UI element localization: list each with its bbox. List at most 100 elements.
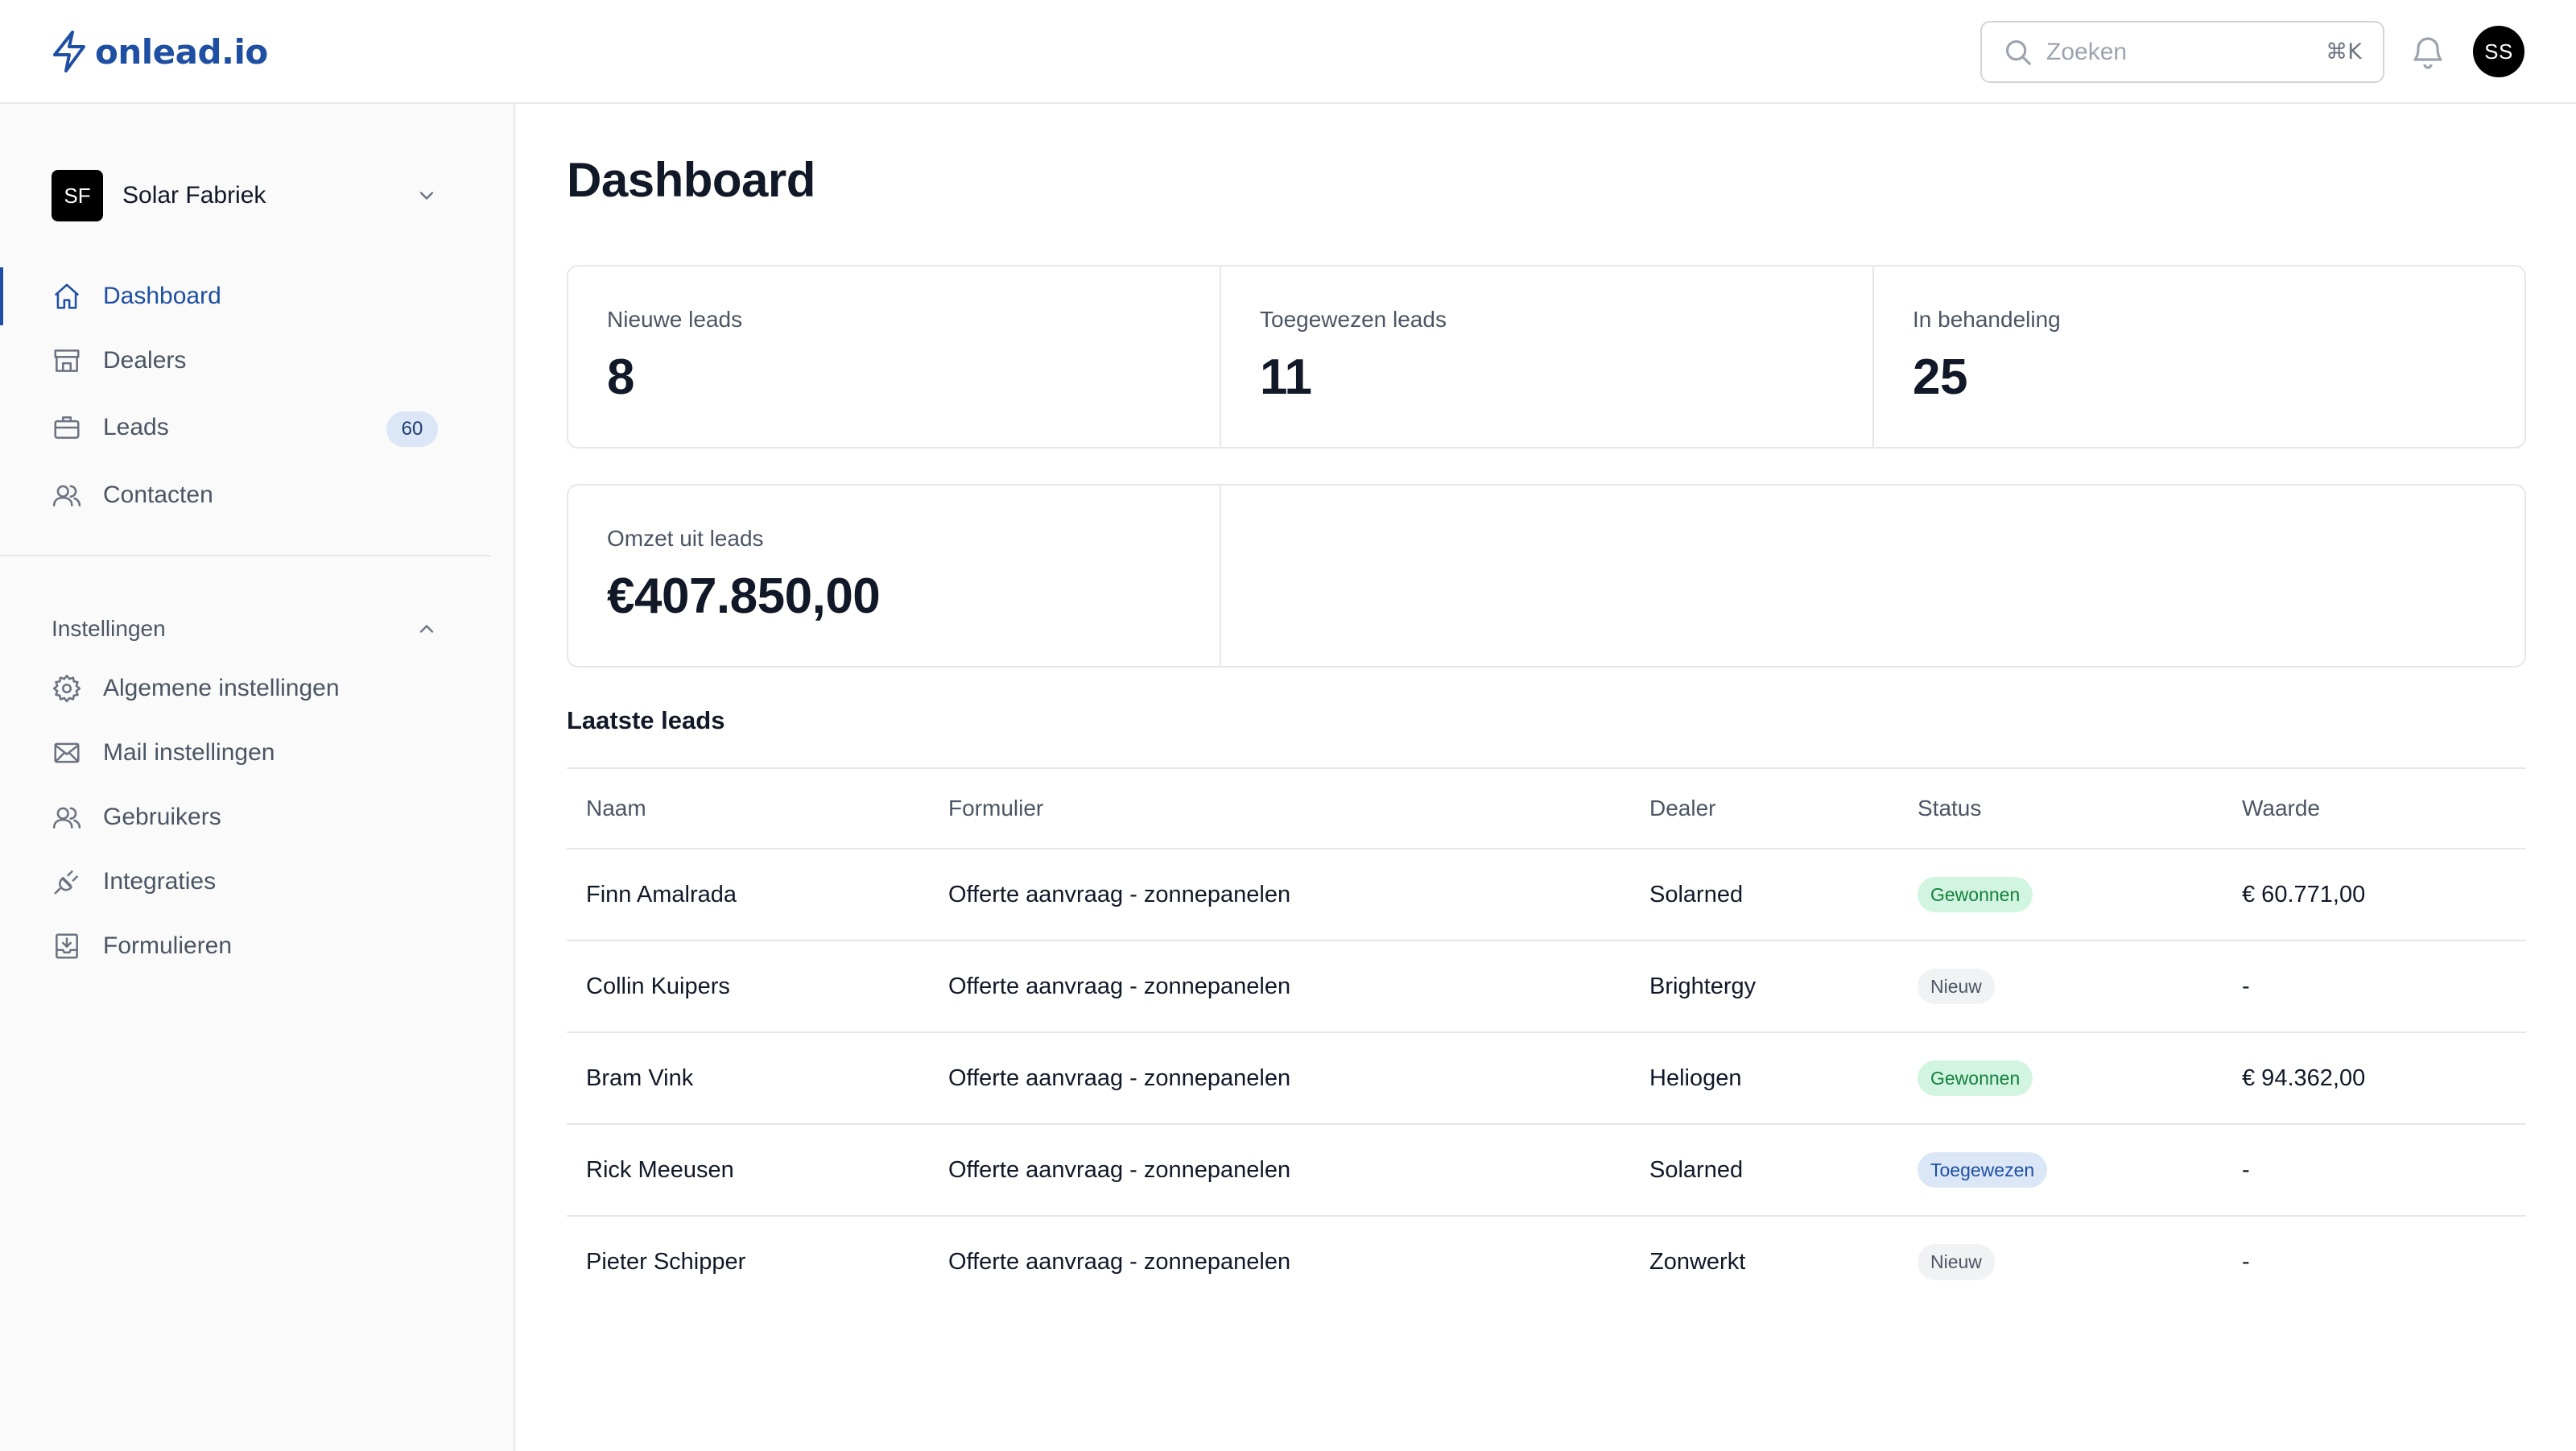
table-row[interactable]: Bram Vink Offerte aanvraag - zonnepanele… [567, 1032, 2526, 1125]
briefcase-icon [54, 416, 80, 439]
column-header-waarde[interactable]: Waarde [2223, 767, 2526, 850]
stat-card-new-leads: Nieuwe leads 8 [568, 267, 1221, 447]
sidebar: SF Solar Fabriek Dashboard Dealers Leads… [0, 104, 515, 1451]
sidebar-item-formulieren[interactable]: Formulieren [0, 917, 491, 975]
lead-value: € 60.771,00 [2223, 849, 2526, 941]
chevron-up-icon [419, 624, 434, 633]
settings-section-toggle[interactable]: Instellingen [52, 603, 438, 655]
org-badge: SF [52, 170, 103, 221]
column-header-dealer[interactable]: Dealer [1630, 767, 1898, 850]
logo-text: onlead.io [95, 31, 268, 72]
gear-icon [52, 674, 81, 703]
latest-leads-title: Laatste leads [567, 706, 725, 734]
status-badge: Nieuw [1918, 968, 1995, 1005]
column-header-formulier[interactable]: Formulier [929, 767, 1630, 850]
stat-value: 8 [607, 349, 634, 405]
revenue-row: Omzet uit leads €407.850,00 [567, 484, 2526, 668]
sidebar-item-label: Dashboard [103, 283, 221, 309]
lead-form: Offerte aanvraag - zonnepanelen [929, 849, 1630, 941]
sidebar-item-label: Integraties [103, 868, 217, 895]
table-row[interactable]: Pieter Schipper Offerte aanvraag - zonne… [567, 1216, 2526, 1308]
table-row[interactable]: Finn Amalrada Offerte aanvraag - zonnepa… [567, 849, 2526, 941]
sidebar-item-mail-instellingen[interactable]: Mail instellingen [0, 724, 491, 782]
lead-form: Offerte aanvraag - zonnepanelen [948, 1249, 1291, 1275]
stat-label: Toegewezen leads [1260, 307, 1447, 332]
sidebar-divider [0, 555, 491, 556]
stat-card-revenue: Omzet uit leads €407.850,00 [568, 486, 1221, 666]
lead-name: Rick Meeusen [567, 1124, 929, 1217]
lead-name: Pieter Schipper [586, 1249, 746, 1275]
leads-count-badge: 60 [386, 411, 438, 447]
lead-name: Bram Vink [567, 1032, 929, 1125]
plug-icon [54, 870, 78, 895]
sidebar-item-gebruikers[interactable]: Gebruikers [0, 788, 491, 846]
lead-name: Finn Amalrada [567, 849, 929, 941]
lead-value: € 94.362,00 [2223, 1032, 2526, 1125]
empty-stat-card [1221, 486, 2524, 666]
stat-value: €407.850,00 [607, 568, 881, 624]
stat-value: 11 [1260, 349, 1312, 405]
lead-value: - [2223, 1124, 2526, 1217]
stat-card-assigned-leads: Toegewezen leads 11 [1221, 267, 1874, 447]
table-row[interactable]: Collin Kuipers Offerte aanvraag - zonnep… [567, 940, 2526, 1033]
top-bar: onlead.io ⌘K SS [0, 0, 2576, 104]
org-name: Solar Fabriek [122, 182, 266, 209]
search-box[interactable]: ⌘K [1980, 21, 2384, 83]
sidebar-item-leads[interactable]: Leads 60 [0, 399, 491, 457]
lead-form: Offerte aanvraag - zonnepanelen [929, 940, 1630, 1033]
status-badge: Toegewezen [1918, 1151, 2048, 1188]
store-icon [54, 349, 80, 372]
lead-form: Offerte aanvraag - zonnepanelen [929, 1032, 1630, 1125]
latest-leads-table: Naam Formulier Dealer Status Waarde Finn… [567, 767, 2526, 1308]
users-icon [52, 807, 81, 829]
lead-dealer: Solarned [1630, 1124, 1898, 1217]
sidebar-item-integraties[interactable]: Integraties [0, 853, 491, 911]
stat-label: Nieuwe leads [607, 307, 743, 332]
sidebar-item-dealers[interactable]: Dealers [0, 332, 491, 390]
sidebar-item-algemene-instellingen[interactable]: Algemene instellingen [0, 659, 491, 717]
search-icon [2005, 39, 2031, 65]
column-header-status[interactable]: Status [1898, 767, 2223, 850]
sidebar-item-label: Dealers [103, 347, 187, 374]
table-header-row: Naam Formulier Dealer Status Waarde [567, 767, 2526, 850]
search-shortcut: ⌘K [2326, 39, 2362, 64]
sidebar-item-label: Algemene instellingen [103, 675, 340, 701]
sidebar-item-dashboard[interactable]: Dashboard [0, 267, 491, 325]
notification-bell-icon[interactable] [2409, 32, 2447, 71]
users-icon [52, 485, 81, 506]
org-switcher[interactable]: SF Solar Fabriek [52, 170, 438, 221]
lead-value: - [2242, 1249, 2250, 1275]
sidebar-item-label: Gebruikers [103, 804, 221, 830]
lead-value: - [2223, 940, 2526, 1033]
stat-card-in-progress: In behandeling 25 [1874, 267, 2524, 447]
stats-row: Nieuwe leads 8 Toegewezen leads 11 In be… [567, 265, 2526, 449]
mail-icon [54, 742, 80, 763]
lead-dealer: Zonwerkt [1649, 1249, 1746, 1275]
lead-dealer: Solarned [1630, 849, 1898, 941]
lead-dealer: Heliogen [1630, 1032, 1898, 1125]
download-tray-icon [56, 933, 78, 959]
sidebar-item-label: Formulieren [103, 932, 233, 959]
stat-label: Omzet uit leads [607, 526, 764, 551]
main-content: Dashboard Nieuwe leads 8 Toegewezen lead… [517, 104, 2576, 1451]
page-title: Dashboard [567, 153, 815, 207]
sidebar-item-label: Leads [103, 414, 169, 440]
table-row[interactable]: Rick Meeusen Offerte aanvraag - zonnepan… [567, 1124, 2526, 1217]
status-badge: Gewonnen [1918, 1060, 2033, 1097]
lead-form: Offerte aanvraag - zonnepanelen [929, 1124, 1630, 1217]
logo[interactable]: onlead.io [50, 29, 268, 74]
stat-value: 25 [1913, 349, 1967, 405]
bolt-icon [53, 31, 85, 72]
settings-section-title: Instellingen [52, 616, 166, 641]
column-header-naam[interactable]: Naam [567, 767, 929, 850]
stat-label: In behandeling [1913, 307, 2061, 332]
search-input[interactable] [2046, 38, 2304, 66]
status-badge: Gewonnen [1918, 876, 2033, 913]
sidebar-item-contacten[interactable]: Contacten [0, 466, 491, 524]
lead-name: Collin Kuipers [567, 940, 929, 1033]
status-badge: Nieuw [1918, 1244, 1995, 1280]
sidebar-item-label: Mail instellingen [103, 739, 275, 766]
home-icon [54, 283, 80, 309]
lead-dealer: Brightergy [1630, 940, 1898, 1033]
user-avatar[interactable]: SS [2473, 26, 2524, 77]
